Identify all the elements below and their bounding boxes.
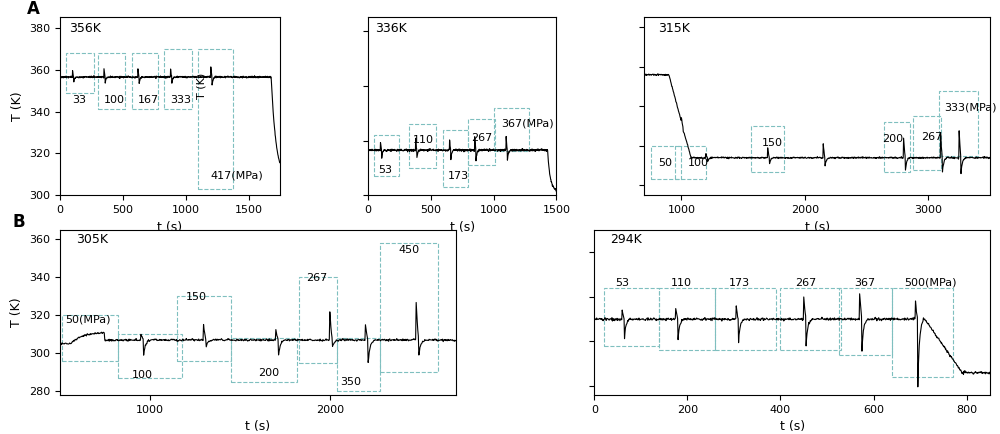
- Bar: [939, 91, 978, 156]
- Text: 267: 267: [921, 132, 942, 142]
- Bar: [494, 108, 529, 151]
- Text: 50: 50: [658, 158, 672, 168]
- Bar: [839, 288, 892, 355]
- Bar: [892, 288, 953, 377]
- Text: 173: 173: [448, 171, 469, 181]
- Text: 294K: 294K: [610, 233, 642, 246]
- Text: 200: 200: [883, 134, 904, 144]
- Bar: [66, 53, 94, 93]
- X-axis label: t (s): t (s): [805, 220, 830, 233]
- Text: 267: 267: [795, 278, 817, 288]
- Text: 356K: 356K: [69, 22, 101, 35]
- Text: 100: 100: [132, 370, 153, 380]
- Text: B: B: [13, 213, 25, 231]
- Bar: [299, 277, 337, 363]
- X-axis label: t (s): t (s): [157, 220, 183, 233]
- Text: 450: 450: [398, 245, 419, 255]
- Bar: [715, 288, 776, 350]
- Text: 350: 350: [341, 378, 362, 388]
- Text: 500(MPa): 500(MPa): [904, 278, 956, 288]
- Bar: [118, 334, 182, 378]
- Text: 110: 110: [671, 278, 692, 288]
- Bar: [62, 316, 118, 361]
- Bar: [231, 338, 297, 381]
- Y-axis label: T (K): T (K): [11, 92, 24, 121]
- Text: 200: 200: [258, 368, 279, 378]
- Text: 367(MPa): 367(MPa): [501, 119, 554, 129]
- Bar: [675, 146, 706, 180]
- Bar: [164, 49, 192, 109]
- Text: 305K: 305K: [76, 233, 108, 246]
- Bar: [468, 118, 495, 165]
- Text: 315K: 315K: [658, 22, 690, 35]
- Text: 33: 33: [73, 95, 87, 105]
- Text: A: A: [27, 0, 40, 18]
- Bar: [132, 53, 158, 109]
- Text: T (K): T (K): [196, 73, 206, 99]
- Text: 150: 150: [762, 138, 783, 148]
- Text: 333(MPa): 333(MPa): [944, 102, 997, 112]
- Bar: [443, 130, 468, 187]
- Y-axis label: T (K): T (K): [10, 298, 23, 327]
- Text: 267: 267: [471, 132, 492, 142]
- Bar: [604, 288, 659, 346]
- X-axis label: t (s): t (s): [780, 420, 805, 433]
- Bar: [198, 49, 233, 189]
- Bar: [374, 135, 399, 176]
- Text: 50(MPa): 50(MPa): [65, 315, 111, 325]
- Bar: [177, 296, 231, 361]
- Text: 100: 100: [688, 158, 709, 168]
- Text: 173: 173: [729, 278, 750, 288]
- Text: 417(MPa): 417(MPa): [211, 171, 264, 181]
- Bar: [913, 116, 941, 170]
- Bar: [337, 338, 380, 391]
- Text: 100: 100: [104, 95, 125, 105]
- Bar: [751, 126, 784, 171]
- Bar: [659, 288, 715, 350]
- Text: 110: 110: [413, 135, 434, 145]
- Text: 367: 367: [854, 278, 875, 288]
- Text: 333: 333: [171, 95, 192, 105]
- Bar: [409, 124, 436, 168]
- X-axis label: t (s): t (s): [245, 420, 270, 433]
- Text: 53: 53: [379, 165, 393, 175]
- Text: 53: 53: [615, 278, 629, 288]
- Text: 336K: 336K: [375, 22, 407, 35]
- Bar: [780, 288, 841, 350]
- Bar: [380, 243, 438, 372]
- Text: 150: 150: [186, 292, 207, 302]
- X-axis label: t (s): t (s): [450, 220, 475, 233]
- Bar: [98, 53, 125, 109]
- Bar: [884, 122, 910, 171]
- Bar: [651, 146, 681, 180]
- Text: 267: 267: [306, 273, 328, 283]
- Text: 167: 167: [138, 95, 159, 105]
